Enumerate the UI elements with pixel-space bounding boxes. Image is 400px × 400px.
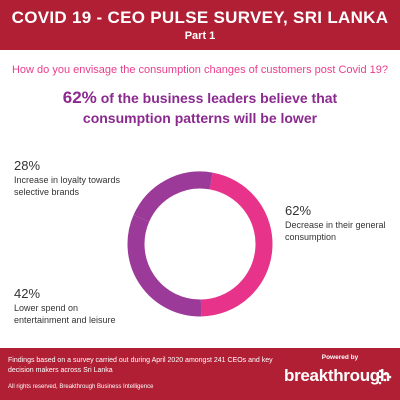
headline-percentage: 62% — [62, 88, 97, 107]
brand-arrow-icon — [378, 369, 392, 385]
value-label-entertainment: 42% — [14, 286, 41, 301]
category-label-entertainment: Lower spend on entertainment and leisure — [14, 303, 116, 325]
powered-by-label: Powered by — [321, 354, 359, 361]
headline: 62% of the business leaders believe that… — [20, 88, 380, 128]
segment-consumption — [200, 172, 273, 317]
label-loyalty: 28% Increase in loyalty towards selectiv… — [14, 158, 139, 198]
brand-logo: breakthrough — [284, 366, 390, 385]
segment-entertainment — [127, 214, 202, 317]
page-title: COVID 19 - CEO PULSE SURVEY, SRI LANKA — [11, 8, 389, 27]
survey-question: How do you envisage the consumption chan… — [11, 64, 389, 76]
label-entertainment: 42% Lower spend on entertainment and lei… — [14, 286, 134, 326]
header-banner: COVID 19 - CEO PULSE SURVEY, SRI LANKA P… — [0, 0, 400, 50]
category-label-loyalty: Increase in loyalty towards selective br… — [14, 175, 121, 197]
page-subtitle: Part 1 — [184, 30, 216, 42]
headline-text: of the business leaders believe that con… — [82, 90, 338, 126]
label-consumption: 62% Decrease in their general consumptio… — [285, 203, 390, 243]
value-label-consumption: 62% — [285, 203, 312, 218]
footer-rights: All rights reserved, Breakthrough Busine… — [8, 384, 154, 390]
segment-loyalty — [133, 171, 213, 223]
value-label-loyalty: 28% — [14, 158, 41, 173]
footer-findings: Findings based on a survey carried out d… — [8, 357, 273, 374]
category-label-consumption: Decrease in their general consumption — [285, 220, 386, 242]
footer-banner: Findings based on a survey carried out d… — [0, 348, 400, 400]
